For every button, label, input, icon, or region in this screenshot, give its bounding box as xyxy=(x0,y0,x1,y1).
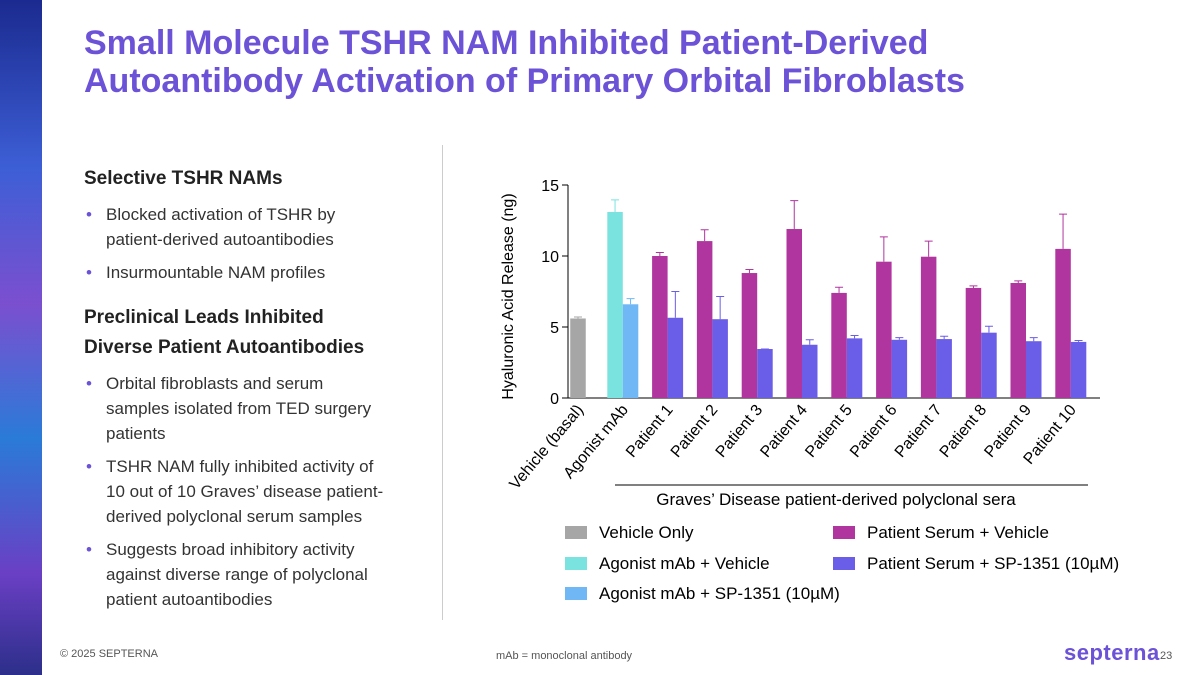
bar xyxy=(891,339,908,398)
bullet: Insurmountable NAM profiles xyxy=(86,260,391,285)
bar xyxy=(831,292,847,398)
bar xyxy=(876,261,892,398)
x-tick-label: Patient 4 xyxy=(757,402,811,461)
error-bar xyxy=(655,251,664,256)
legend-swatch xyxy=(565,557,587,570)
bar xyxy=(1010,282,1026,398)
legend-label: Vehicle Only xyxy=(599,523,694,542)
x-tick-label: Patient 1 xyxy=(623,402,677,461)
bullet-list: Orbital fibroblasts and serum samples is… xyxy=(84,371,414,612)
bar xyxy=(757,349,773,398)
x-tick-label: Patient 6 xyxy=(847,402,901,461)
bar xyxy=(741,273,758,398)
error-bar xyxy=(745,268,754,274)
bar xyxy=(652,256,668,398)
error-bar xyxy=(1029,337,1038,342)
error-bar xyxy=(700,229,709,242)
error-bar xyxy=(984,325,993,333)
bullet-list: Blocked activation of TSHR by patient-de… xyxy=(84,202,414,285)
error-bar xyxy=(671,291,680,318)
bar xyxy=(667,317,684,398)
section-heading: Preclinical Leads Inhibited Diverse Pati… xyxy=(84,307,365,358)
x-tick-label: Patient 3 xyxy=(713,402,767,461)
bar xyxy=(1026,341,1042,398)
bar xyxy=(846,338,863,398)
x-tick-label: Patient 7 xyxy=(892,402,946,461)
bar xyxy=(965,287,982,398)
error-bar xyxy=(716,295,725,320)
y-tick-label: 10 xyxy=(541,249,559,266)
legend-swatch xyxy=(565,587,587,600)
legend-label: Agonist mAb + Vehicle xyxy=(599,554,770,573)
bar xyxy=(1055,248,1071,398)
bar xyxy=(622,304,639,398)
page-number: 23 xyxy=(1160,650,1173,662)
bar xyxy=(712,319,728,398)
group-label: Graves’ Disease patient-derived polyclon… xyxy=(656,490,1016,509)
error-bar xyxy=(969,285,978,288)
footnote: mAb = monoclonal antibody xyxy=(496,650,633,662)
x-tick-label: Patient 2 xyxy=(668,402,722,461)
error-bar xyxy=(850,335,859,339)
bar xyxy=(570,318,586,398)
bar xyxy=(936,339,952,398)
legend-label: Patient Serum + SP-1351 (10µM) xyxy=(867,554,1119,573)
error-bar xyxy=(940,335,949,340)
title-line: Small Molecule TSHR NAM Inhibited Patien… xyxy=(84,24,929,62)
bar xyxy=(607,211,623,398)
x-tick-label: Patient 5 xyxy=(802,402,856,461)
error-bar xyxy=(924,240,933,257)
bar xyxy=(802,344,818,398)
error-bar xyxy=(895,337,904,340)
error-bar xyxy=(879,236,888,262)
legend-swatch xyxy=(833,526,855,539)
y-tick-label: 5 xyxy=(550,320,559,337)
text-panel: Selective TSHR NAMs Blocked activation of… xyxy=(84,164,414,630)
section-heading: Selective TSHR NAMs xyxy=(84,168,283,189)
error-bar xyxy=(574,316,582,319)
error-bar xyxy=(835,286,844,293)
bullet: Blocked activation of TSHR by patient-de… xyxy=(86,202,391,252)
logo: septerna xyxy=(1064,640,1160,665)
y-axis-label: Hyaluronic Acid Release (ng) xyxy=(500,193,517,399)
legend-swatch xyxy=(565,526,587,539)
error-bar xyxy=(805,339,814,345)
bar xyxy=(696,241,713,398)
decoration xyxy=(0,0,42,675)
divider xyxy=(442,145,443,620)
bar xyxy=(1070,341,1087,398)
bar xyxy=(981,332,997,398)
bullet: Suggests broad inhibitory activity again… xyxy=(86,537,391,612)
bar xyxy=(920,256,937,398)
legend-label: Agonist mAb + SP-1351 (10µM) xyxy=(599,584,840,603)
error-bar xyxy=(1014,280,1023,283)
legend-label: Patient Serum + Vehicle xyxy=(867,523,1049,542)
error-bar xyxy=(611,199,620,212)
bar xyxy=(786,229,802,398)
x-tick-label: Patient 8 xyxy=(937,402,991,461)
bullet: TSHR NAM fully inhibited activity of 10 … xyxy=(86,454,391,529)
error-bar xyxy=(626,298,635,305)
copyright: © 2025 SEPTERNA xyxy=(60,648,158,660)
error-bar xyxy=(1059,213,1068,249)
bullet: Orbital fibroblasts and serum samples is… xyxy=(86,371,391,446)
error-bar xyxy=(1074,339,1083,342)
error-bar xyxy=(790,200,799,230)
y-tick-label: 15 xyxy=(541,178,559,195)
legend-swatch xyxy=(833,557,855,570)
title: Small Molecule TSHR NAM Inhibited Patien… xyxy=(84,24,965,100)
title-line: Autoantibody Activation of Primary Orbit… xyxy=(84,62,965,100)
y-tick-label: 0 xyxy=(550,391,559,408)
